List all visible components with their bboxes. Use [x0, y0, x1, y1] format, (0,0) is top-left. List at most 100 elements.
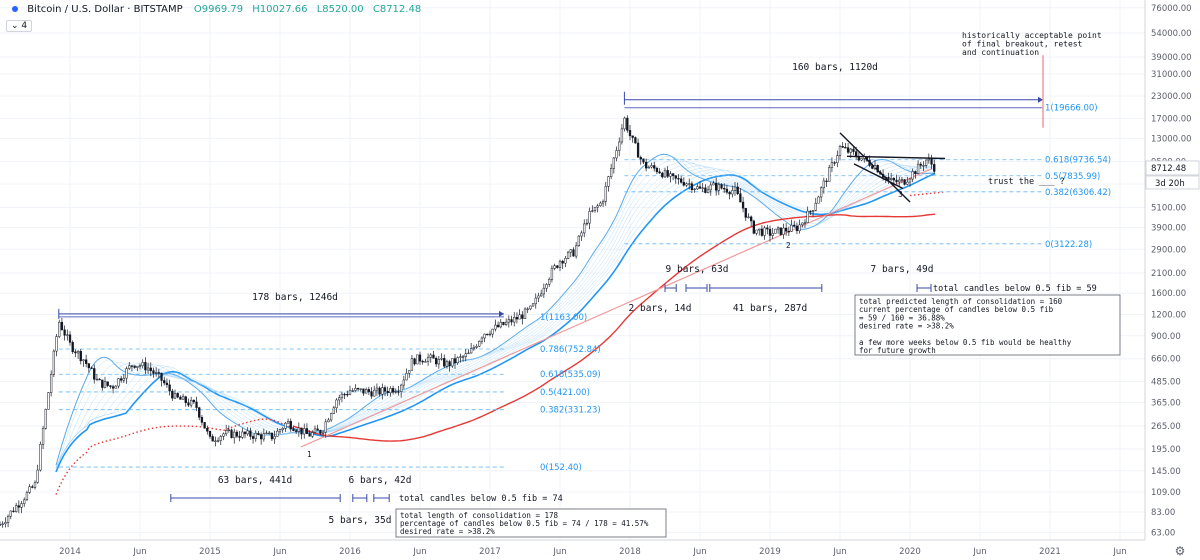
candle [591, 205, 594, 213]
candle [811, 209, 815, 217]
candle-body [378, 387, 381, 395]
candle [138, 363, 142, 370]
candle-body [117, 378, 120, 387]
bars-6-label: 6 bars, 42d [349, 475, 412, 486]
candle-body [733, 186, 737, 191]
candle-body [801, 222, 804, 226]
candle-body [222, 433, 225, 437]
candle [101, 379, 104, 391]
candle-body [725, 188, 729, 193]
candle [774, 228, 777, 234]
candle-body [900, 179, 904, 181]
candle [513, 312, 516, 327]
candle-body [55, 336, 58, 352]
candle [421, 359, 424, 365]
candle [674, 175, 677, 184]
candle-body [71, 342, 74, 353]
candle [249, 427, 252, 440]
candle [798, 219, 801, 234]
time-tick-label: Jun [692, 547, 706, 557]
candle-body [429, 354, 432, 358]
candle [610, 163, 613, 180]
candle [577, 235, 580, 247]
candle-body [389, 388, 392, 394]
candle [561, 259, 564, 269]
candle-body [715, 182, 718, 191]
candle [801, 222, 804, 228]
candle [922, 161, 925, 172]
candle-body [122, 377, 125, 381]
candle-body [488, 333, 492, 336]
candle [698, 181, 702, 189]
candle-body [211, 436, 214, 442]
candle [548, 277, 551, 287]
candle [661, 171, 664, 179]
candle [33, 480, 37, 490]
candle [216, 437, 220, 443]
candle [496, 321, 500, 328]
candle [12, 507, 15, 513]
candle-body [663, 170, 667, 178]
candle-body [601, 201, 605, 204]
candle [855, 146, 858, 160]
price-tick-label: 265.00 [1151, 422, 1181, 432]
candle-body [505, 321, 508, 326]
candle-body [752, 220, 755, 234]
time-axis[interactable] [0, 540, 1145, 560]
candle-body [308, 433, 311, 437]
candle-body [774, 228, 777, 234]
candle [308, 430, 311, 437]
candle-body [496, 324, 500, 328]
candle [900, 176, 904, 184]
exchange-name: BITSTAMP [133, 4, 183, 15]
chevron-down-icon: ⌄ [11, 21, 19, 31]
price-tick-label: 39000.00 [1151, 53, 1192, 63]
candle [720, 183, 723, 190]
candle [865, 156, 869, 162]
candle [440, 353, 443, 361]
candle [351, 388, 354, 393]
candle-body [227, 429, 230, 431]
candle-body [138, 365, 142, 367]
candle [916, 160, 920, 175]
candle [74, 349, 77, 358]
annotations: 178 bars, 1246d 160 bars, 1120d 63 bars, 4… [170, 31, 1121, 538]
candle-body [674, 175, 677, 179]
candle [93, 364, 96, 384]
indicator-collapse-button[interactable]: ⌄ 4 [6, 20, 33, 32]
candle [836, 150, 839, 168]
candle-body [620, 128, 624, 143]
candle-body [66, 334, 69, 336]
candle-body [903, 179, 906, 185]
candle [198, 406, 201, 421]
candle [795, 222, 799, 235]
candle [933, 159, 936, 174]
candle [467, 349, 470, 355]
candle-body [548, 279, 551, 285]
candle-body [146, 367, 150, 371]
candle-body [25, 492, 29, 501]
ma-ribbon-line [55, 166, 936, 469]
candle-body [513, 317, 516, 323]
candle-body [456, 357, 459, 364]
candle-body [354, 388, 357, 391]
candle [208, 430, 212, 439]
candle [324, 418, 327, 438]
price-tick-label: 13000.00 [1151, 134, 1192, 144]
candle [475, 344, 478, 349]
candle [155, 367, 158, 377]
candle-body [251, 436, 255, 439]
candle-body [499, 321, 502, 328]
candle-body [876, 165, 879, 173]
candle-body [747, 216, 750, 218]
candle [693, 188, 696, 193]
candle [658, 168, 661, 174]
candle-body [868, 160, 871, 166]
candle-body [706, 189, 710, 193]
price-axis[interactable] [1145, 0, 1200, 560]
candle [717, 182, 720, 196]
candle-body [717, 184, 720, 191]
candle [771, 227, 774, 240]
candle [822, 177, 825, 194]
